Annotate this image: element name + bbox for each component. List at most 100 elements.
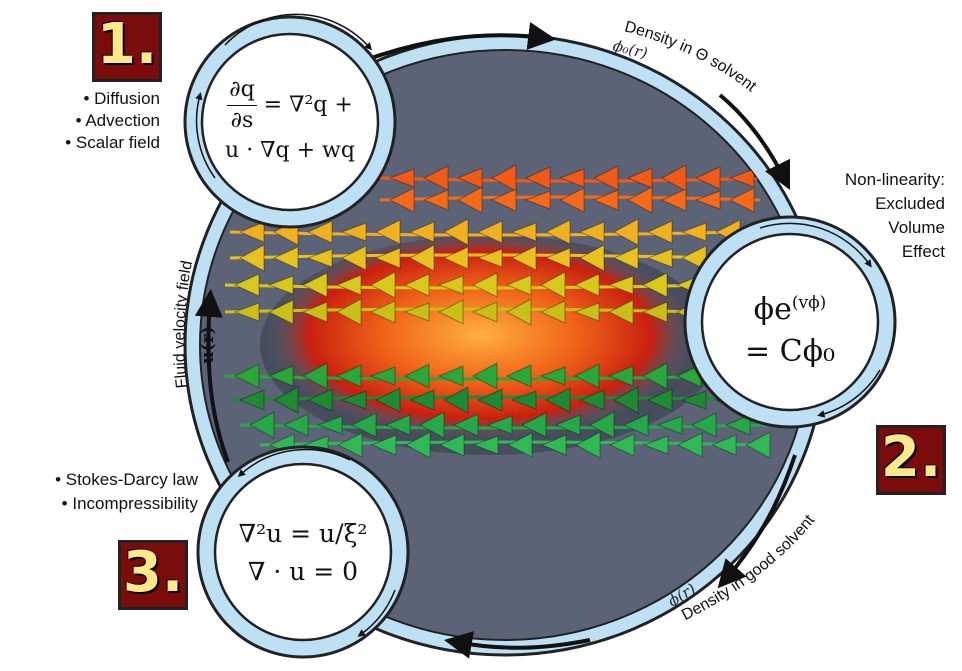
equation-3-line-1: ∇²u = u/ξ² [238,519,368,548]
velocity-arrow [388,168,415,188]
velocity-arrow [607,365,634,387]
velocity-arrow [471,301,498,323]
top-right-arrow [718,93,791,191]
velocity-arrow [476,220,503,244]
velocity-arrow [510,390,537,410]
simulation-view [224,164,771,459]
velocity-arrow [505,298,532,326]
step-3-badge: 3. [118,540,188,610]
velocity-arrow [418,411,445,439]
velocity-arrow [301,301,328,323]
velocity-arrow [660,164,687,192]
equation-1-denominator: ∂s [230,108,254,133]
velocity-arrow [680,390,707,410]
velocity-arrow [267,365,294,387]
node-3-circ-arrow-right [357,589,396,637]
velocity-arrow [267,275,294,295]
velocity-arrow [641,362,668,390]
velocity-arrow [408,221,435,243]
step-3-bullet: • Incompressibility [61,494,198,513]
velocity-arrow [520,412,547,438]
velocity-arrow [539,271,566,299]
velocity-arrow [574,431,601,459]
velocity-arrow [656,415,683,435]
step-2-labels: Non-linearity: Excluded Volume Effect [795,168,945,264]
velocity-arrow [544,247,571,269]
velocity-arrow [370,434,397,456]
velocity-arrow [486,415,513,435]
equation-1-rest: = ∇²q + [263,92,353,118]
velocity-arrow [641,301,668,323]
velocity-arrow [306,388,333,412]
velocity-arrow [403,302,430,322]
velocity-arrow [248,411,275,439]
equation-2-line-1: ϕe(vϕ) [710,282,870,331]
node-2 [700,232,880,412]
velocity-vectors [224,164,771,459]
velocity-arrow [369,300,396,324]
velocity-arrow [506,432,533,458]
velocity-arrow [408,244,435,272]
velocity-arrow [350,412,377,438]
step-2-badge: 2. [876,425,946,495]
step-1-bullet: • Scalar field [65,133,160,152]
step-2-label: Excluded [875,194,945,213]
velocity-arrow [442,246,469,270]
equation-3-line-2: ∇ · u = 0 [247,557,359,586]
velocity-arrow [578,221,605,243]
velocity-arrow [490,164,517,192]
velocity-arrow [374,247,401,269]
velocity-arrow [336,432,363,458]
velocity-arrow [471,272,498,298]
equation-2-line-2: = Cϕ₀ [744,334,836,369]
velocity-arrow [539,300,566,324]
velocity-arrow [272,246,299,270]
velocity-arrow [724,414,751,436]
velocity-arrow [369,366,396,386]
node-3-circ-arrow-top [237,448,351,478]
equation-1-numerator: ∂q [227,75,257,106]
equation-2-exponent: (vϕ) [791,293,827,313]
velocity-arrow [408,389,435,411]
velocity-arrow [456,167,483,189]
velocity-arrow [676,432,703,458]
velocity-arrow [388,187,415,213]
velocity-arrow [306,248,333,268]
velocity-arrow [558,187,585,213]
velocity-arrow [437,299,464,325]
velocity-arrow [476,388,503,412]
top-left-arrow [359,22,557,64]
velocity-arrow [505,274,532,296]
velocity-arrow [744,431,771,459]
velocity-arrow [233,273,260,297]
velocity-arrow [238,221,265,243]
left-arc-symbol: u(r) [198,326,218,363]
velocity-arrow [524,190,551,210]
velocity-arrow [442,386,469,414]
velocity-arrow [728,168,755,188]
velocity-arrow [578,244,605,272]
velocity-arrow [680,222,707,242]
velocity-arrow [306,220,333,244]
velocity-arrow [442,218,469,246]
velocity-arrow [607,275,634,295]
velocity-arrow [728,187,755,213]
velocity-arrow [641,272,668,298]
velocity-arrow [404,431,431,459]
node-1-circ-arrow-left [195,92,216,179]
velocity-arrow [612,386,639,414]
velocity-arrow [573,273,600,297]
velocity-arrow [660,188,687,212]
node-2-circ-arrow-top [759,222,872,268]
node-2-circ-arrow-bottom [817,369,881,418]
velocity-arrow [316,415,343,435]
velocity-arrow [437,275,464,295]
velocity-arrow [544,219,571,245]
velocity-arrow [340,222,367,242]
velocity-arrow [554,414,581,436]
velocity-arrow [238,389,265,411]
equation-1-fraction: ∂q ∂s [227,75,257,136]
velocity-arrow [374,219,401,245]
velocity-arrow [438,433,465,457]
velocity-arrow [694,190,721,210]
